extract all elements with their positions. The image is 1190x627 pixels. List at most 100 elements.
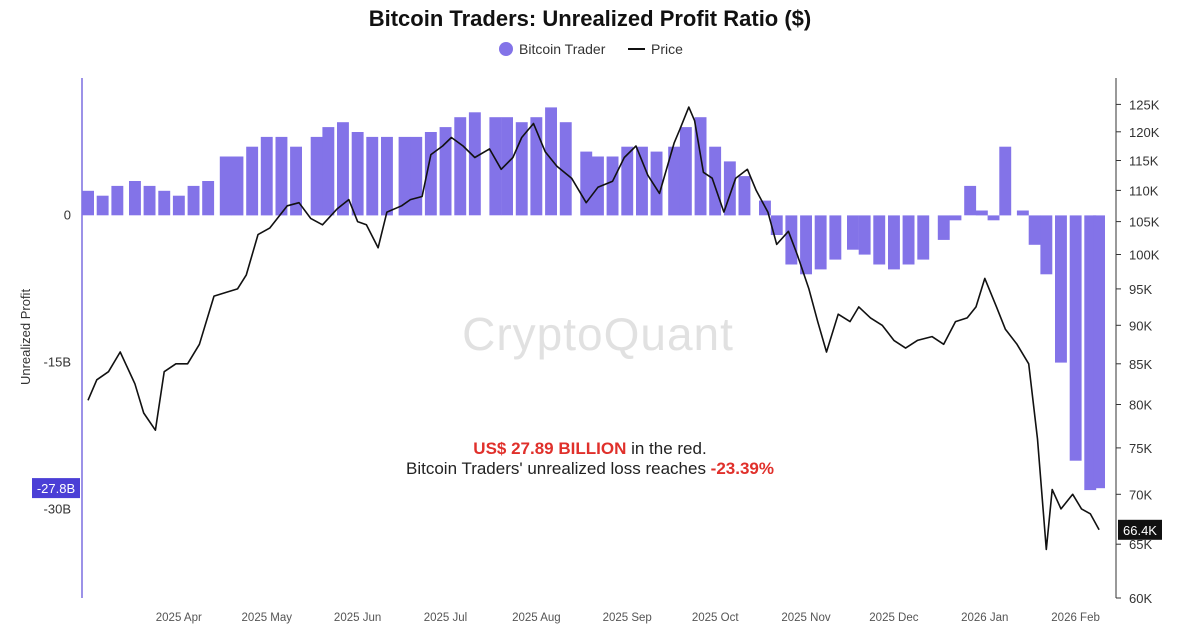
right-tick-label: 100K bbox=[1129, 248, 1160, 263]
x-tick-label: 2025 May bbox=[242, 612, 293, 624]
bar bbox=[231, 156, 244, 216]
right-tick-label: 65K bbox=[1129, 537, 1152, 552]
bar bbox=[187, 185, 200, 216]
bar bbox=[129, 181, 141, 216]
left-tick-label: -15B bbox=[44, 355, 71, 370]
right-tick-label: 95K bbox=[1129, 282, 1152, 297]
bar bbox=[1055, 215, 1067, 363]
annotation: US$ 27.89 BILLION in the red. Bitcoin Tr… bbox=[406, 439, 774, 478]
bar bbox=[949, 215, 962, 221]
left-tick-label: 0 bbox=[64, 207, 71, 222]
bar bbox=[987, 215, 1000, 221]
right-tick-label: 120K bbox=[1129, 125, 1160, 140]
bar bbox=[592, 156, 604, 216]
x-tick-label: 2025 Sep bbox=[603, 612, 652, 624]
x-axis-ticks: 2025 Apr 2025 May 2025 Jun 2025 Jul 2025 Aug… bbox=[156, 612, 1100, 624]
bar bbox=[337, 122, 349, 216]
bar bbox=[310, 136, 323, 216]
price-series bbox=[87, 106, 1100, 551]
right-value-badge: 66.4K bbox=[1118, 519, 1162, 540]
annotation-percent: -23.39% bbox=[711, 459, 774, 478]
legend-label-price: Price bbox=[651, 41, 683, 57]
bar bbox=[82, 190, 94, 216]
bar bbox=[290, 146, 302, 216]
bar bbox=[858, 215, 871, 255]
bar bbox=[515, 122, 528, 216]
x-tick-label: 2026 Jan bbox=[961, 612, 1008, 624]
x-tick-label: 2025 Apr bbox=[156, 612, 202, 624]
bar bbox=[559, 122, 572, 216]
legend[interactable]: Bitcoin Trader Price bbox=[499, 41, 683, 57]
x-tick-label: 2025 Jul bbox=[424, 612, 467, 624]
bar bbox=[260, 136, 273, 216]
right-badge-label: 66.4K bbox=[1123, 523, 1157, 538]
right-tick-label: 70K bbox=[1129, 487, 1152, 502]
bar bbox=[1093, 215, 1105, 489]
left-tick-label: -30B bbox=[44, 502, 71, 517]
x-tick-label: 2025 Jun bbox=[334, 612, 381, 624]
bar bbox=[468, 112, 481, 216]
right-tick-label: 60K bbox=[1129, 591, 1152, 606]
bar bbox=[501, 117, 513, 216]
annotation-line-1-rest: in the red. bbox=[626, 439, 706, 458]
bar bbox=[1040, 215, 1053, 275]
bar bbox=[381, 136, 393, 216]
annotation-line-2: Bitcoin Traders' unrealized loss reaches… bbox=[406, 459, 774, 478]
right-tick-label: 90K bbox=[1129, 318, 1152, 333]
bar bbox=[999, 146, 1012, 216]
bar bbox=[545, 107, 557, 216]
bar bbox=[219, 156, 232, 216]
bars-series bbox=[82, 107, 1105, 491]
right-tick-label: 110K bbox=[1129, 183, 1159, 198]
bar bbox=[489, 117, 502, 216]
bar bbox=[770, 215, 783, 235]
annotation-amount: US$ 27.89 BILLION bbox=[473, 439, 626, 458]
y-axis-title: Unrealized Profit bbox=[18, 289, 33, 385]
bar bbox=[888, 215, 900, 270]
right-tick-label: 115K bbox=[1129, 154, 1159, 169]
x-tick-label: 2025 Nov bbox=[781, 612, 830, 624]
bar bbox=[814, 215, 827, 270]
x-tick-label: 2025 Aug bbox=[512, 612, 561, 624]
chart-title: Bitcoin Traders: Unrealized Profit Ratio… bbox=[369, 6, 812, 31]
bar bbox=[709, 146, 722, 216]
bar bbox=[366, 136, 379, 216]
bar bbox=[902, 215, 915, 265]
bar bbox=[351, 132, 364, 216]
right-tick-label: 85K bbox=[1129, 357, 1152, 372]
bar bbox=[636, 146, 648, 216]
right-tick-label: 105K bbox=[1129, 215, 1160, 230]
bar bbox=[322, 127, 335, 216]
bar bbox=[172, 195, 185, 216]
watermark: CryptoQuant bbox=[462, 308, 734, 360]
bar bbox=[829, 215, 842, 260]
bar bbox=[975, 210, 988, 216]
annotation-line-2-text: Bitcoin Traders' unrealized loss reaches bbox=[406, 459, 711, 478]
bar bbox=[873, 215, 886, 265]
bar bbox=[1084, 215, 1097, 491]
bar bbox=[410, 136, 423, 216]
bar bbox=[580, 151, 593, 216]
bar bbox=[679, 127, 692, 216]
bar bbox=[1028, 215, 1041, 245]
right-axis-ticks: 125K 120K 115K 110K 105K 100K 95K 90K 85K 80K 75K 7… bbox=[1116, 97, 1160, 606]
bar bbox=[738, 176, 751, 216]
x-tick-label: 2025 Dec bbox=[869, 612, 918, 624]
bar bbox=[800, 215, 812, 275]
left-badge-label: -27.8B bbox=[37, 481, 75, 496]
legend-label-bitcoin-trader: Bitcoin Trader bbox=[519, 41, 606, 57]
bar bbox=[143, 185, 156, 216]
bar bbox=[202, 181, 215, 216]
legend-swatch-bitcoin-trader bbox=[499, 42, 513, 56]
price-line bbox=[87, 106, 1100, 551]
bar bbox=[275, 136, 288, 216]
bar bbox=[694, 117, 707, 216]
bar bbox=[158, 190, 171, 216]
bar bbox=[246, 146, 259, 216]
bar bbox=[964, 185, 977, 216]
bar bbox=[606, 156, 619, 216]
bar bbox=[1016, 210, 1029, 216]
annotation-line-1: US$ 27.89 BILLION in the red. bbox=[473, 439, 706, 458]
bar bbox=[650, 151, 663, 216]
